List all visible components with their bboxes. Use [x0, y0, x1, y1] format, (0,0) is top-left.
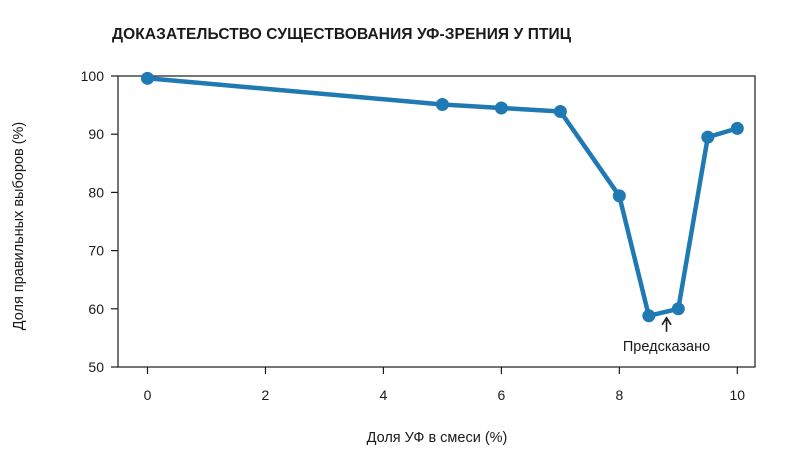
data-point [140, 71, 154, 85]
data-point [612, 189, 626, 203]
series-line [145, 76, 740, 319]
y-tick-label: 90 [88, 126, 104, 142]
x-tick-label: 4 [380, 387, 388, 403]
annotation-arrow-head [661, 316, 672, 326]
annotations: Предсказано [623, 316, 710, 355]
x-tick-label: 8 [615, 387, 623, 403]
x-tick-label: 2 [262, 387, 270, 403]
x-axis-label: Доля УФ в смеси (%) [367, 430, 508, 446]
plot-frame [117, 75, 756, 368]
data-point [671, 302, 685, 316]
annotation-label: Предсказано [623, 339, 710, 355]
data-point [553, 105, 567, 119]
y-axis-label: Доля правильных выборов (%) [11, 122, 27, 330]
x-axis: 0 2 4 6 8 10 [144, 367, 746, 403]
y-tick-label: 70 [88, 243, 104, 259]
x-tick-label: 0 [144, 387, 152, 403]
y-axis: 50 60 70 80 90 100 [81, 68, 118, 375]
x-tick-label: 6 [497, 387, 505, 403]
y-tick-label: 50 [88, 359, 104, 375]
data-point [730, 121, 744, 135]
y-tick-label: 60 [88, 301, 104, 317]
data-point [435, 98, 449, 112]
data-point [701, 130, 715, 144]
y-tick-label: 80 [88, 184, 104, 200]
x-tick-label: 10 [730, 387, 746, 403]
y-tick-label: 100 [81, 68, 105, 84]
data-point [642, 309, 656, 323]
chart-title: ДОКАЗАТЕЛЬСТВО СУЩЕСТВОВАНИЯ УФ-ЗРЕНИЯ У… [112, 26, 572, 43]
series-group [140, 71, 744, 323]
data-point [494, 101, 508, 115]
